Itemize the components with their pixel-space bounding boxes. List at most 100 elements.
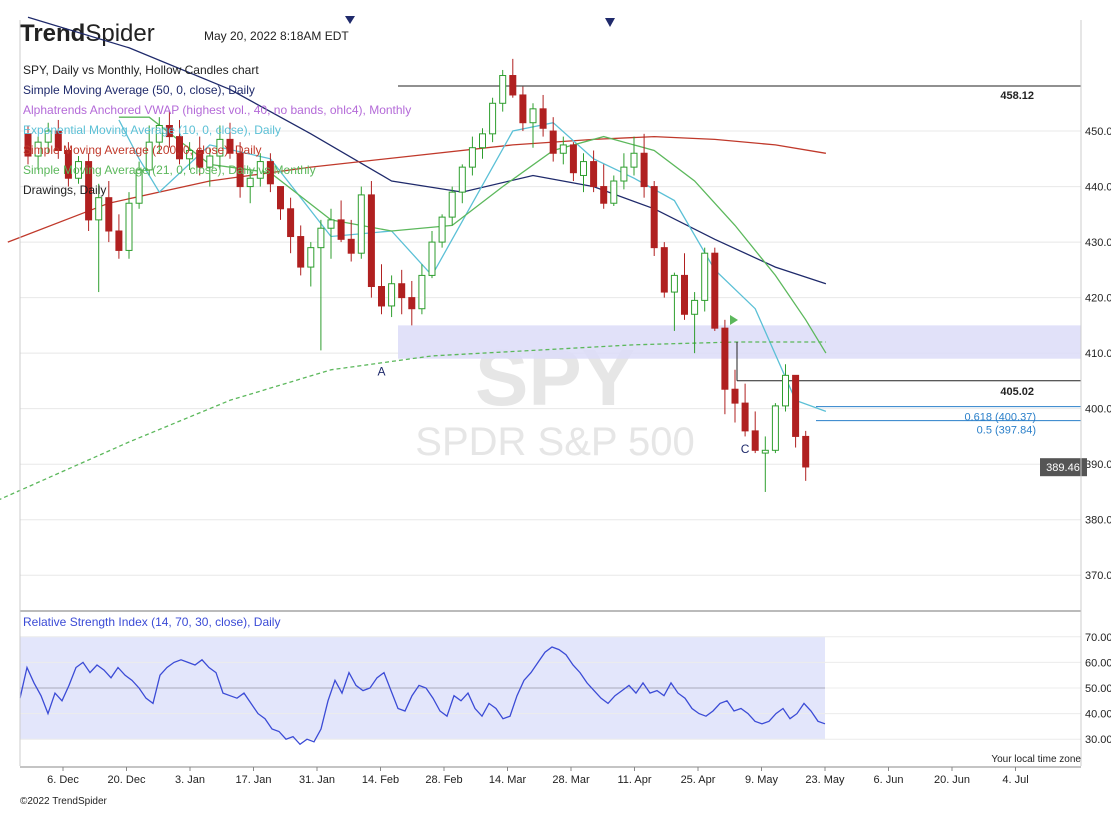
- candle-body: [357, 194, 365, 254]
- candle-body: [226, 138, 234, 154]
- fib-label-0618: 0.618 (400.37): [964, 412, 1036, 424]
- candle-body: [165, 124, 173, 138]
- candle-body: [54, 130, 62, 151]
- legend-item-vwap[interactable]: Alphatrends Anchored VWAP (highest vol.,…: [23, 103, 412, 117]
- candle-body: [256, 161, 264, 179]
- copyright-text: ©2022 TrendSpider: [20, 796, 107, 807]
- candle-body: [64, 149, 72, 179]
- marker-triangle: [605, 18, 615, 27]
- candle-body: [721, 327, 729, 390]
- candle-body: [75, 161, 82, 179]
- price-tick-label: 390.00: [1085, 459, 1111, 471]
- candle-body: [186, 149, 194, 160]
- candle-body: [519, 94, 527, 124]
- candle-body: [317, 227, 325, 249]
- last-price-badge: [1040, 458, 1087, 477]
- candle-body: [529, 108, 537, 124]
- rsi-legend-label[interactable]: Relative Strength Index (14, 70, 30, clo…: [23, 615, 281, 629]
- series-line-0: [27, 16, 827, 285]
- level-label-458: 458.12: [1000, 90, 1034, 102]
- candle-body: [569, 144, 577, 174]
- candle-body: [24, 133, 32, 157]
- time-tick-label: 9. May: [745, 774, 779, 786]
- support-resistance-zone: [398, 325, 1081, 359]
- time-tick-label: 20. Dec: [108, 774, 146, 786]
- candle-body: [196, 149, 204, 168]
- time-tick-label: 25. Apr: [681, 774, 716, 786]
- price-tick-label: 430.00: [1085, 237, 1111, 249]
- candle-body: [782, 374, 789, 407]
- time-tick-label: 28. Mar: [552, 774, 590, 786]
- time-tick-label: 4. Jul: [1002, 774, 1028, 786]
- candle-body: [408, 297, 416, 310]
- price-tick-label: 380.00: [1085, 515, 1111, 527]
- rsi-tick-label: 30.00: [1085, 734, 1111, 746]
- candle-body: [630, 152, 638, 168]
- price-tick-label: 440.00: [1085, 182, 1111, 194]
- candle-body: [246, 177, 254, 188]
- candle-body: [468, 147, 476, 168]
- candle-body: [347, 238, 355, 254]
- price-tick-label: 370.00: [1085, 570, 1111, 582]
- rsi-tick-label: 70.00: [1085, 632, 1111, 644]
- candle-body: [236, 152, 244, 188]
- candle-body: [85, 161, 93, 221]
- candle-body: [398, 283, 406, 299]
- candle-body: [44, 130, 52, 143]
- candle-body: [176, 136, 183, 160]
- legend-item-sma21[interactable]: Simple Moving Average (21, 0, close), Da…: [23, 163, 316, 177]
- time-tick-label: 14. Feb: [362, 774, 399, 786]
- candle-body: [458, 166, 466, 193]
- candle-body: [539, 108, 547, 129]
- candle-body: [448, 191, 456, 218]
- timezone-label[interactable]: Your local time zone: [991, 754, 1081, 765]
- last-price-label: 389.46: [1046, 462, 1080, 474]
- chart-timestamp: May 20, 2022 8:18AM EDT: [204, 29, 349, 43]
- legend-item-drawings[interactable]: Drawings, Daily: [23, 183, 107, 197]
- candle-body: [115, 230, 123, 251]
- candle-body: [479, 133, 486, 149]
- candle-body: [95, 197, 103, 221]
- candle-body: [802, 435, 810, 468]
- time-tick-label: 28. Feb: [425, 774, 462, 786]
- series-line-4: [0, 341, 826, 500]
- series-line-1: [7, 135, 827, 243]
- price-tick-label: 400.00: [1085, 404, 1111, 416]
- candle-body: [640, 152, 648, 188]
- indicator-legend: SPY, Daily vs Monthly, Hollow Candles ch…: [23, 60, 411, 200]
- candle-body: [509, 75, 517, 96]
- candle-body: [105, 197, 113, 232]
- candle-body: [559, 144, 567, 154]
- fib-label-05: 0.5 (397.84): [977, 425, 1036, 437]
- candle-body: [620, 166, 628, 182]
- time-tick-label: 17. Jan: [235, 774, 271, 786]
- candle-body: [378, 286, 385, 307]
- candle-body: [731, 388, 739, 404]
- marker-triangle: [345, 16, 355, 24]
- candle-body: [287, 208, 295, 238]
- candle-body: [691, 299, 699, 315]
- rsi-line: [19, 646, 826, 746]
- pattern-annotation-label: C: [741, 442, 750, 456]
- legend-item-symbol[interactable]: SPY, Daily vs Monthly, Hollow Candles ch…: [23, 63, 259, 77]
- candle-body: [418, 274, 426, 310]
- legend-item-sma200[interactable]: Simple Moving Average (200, 0, close), D…: [23, 143, 262, 157]
- candle-body: [428, 241, 436, 276]
- candle-body: [771, 405, 779, 451]
- candle-body: [438, 216, 446, 243]
- legend-item-ema10[interactable]: Exponential Moving Average (10, 0, close…: [23, 123, 281, 137]
- candle-body: [650, 186, 658, 249]
- candle-body: [580, 161, 587, 176]
- candle-body: [499, 75, 507, 104]
- price-tick-label: 410.00: [1085, 348, 1111, 360]
- legend-item-sma50[interactable]: Simple Moving Average (50, 0, close), Da…: [23, 83, 255, 97]
- rsi-tick-label: 40.00: [1085, 709, 1111, 721]
- candle-body: [135, 169, 143, 204]
- time-tick-label: 11. Apr: [617, 774, 651, 786]
- rsi-tick-label: 60.00: [1085, 657, 1111, 669]
- candle-body: [549, 130, 557, 154]
- level-label-405: 405.02: [1000, 386, 1034, 398]
- candle-body: [792, 374, 800, 437]
